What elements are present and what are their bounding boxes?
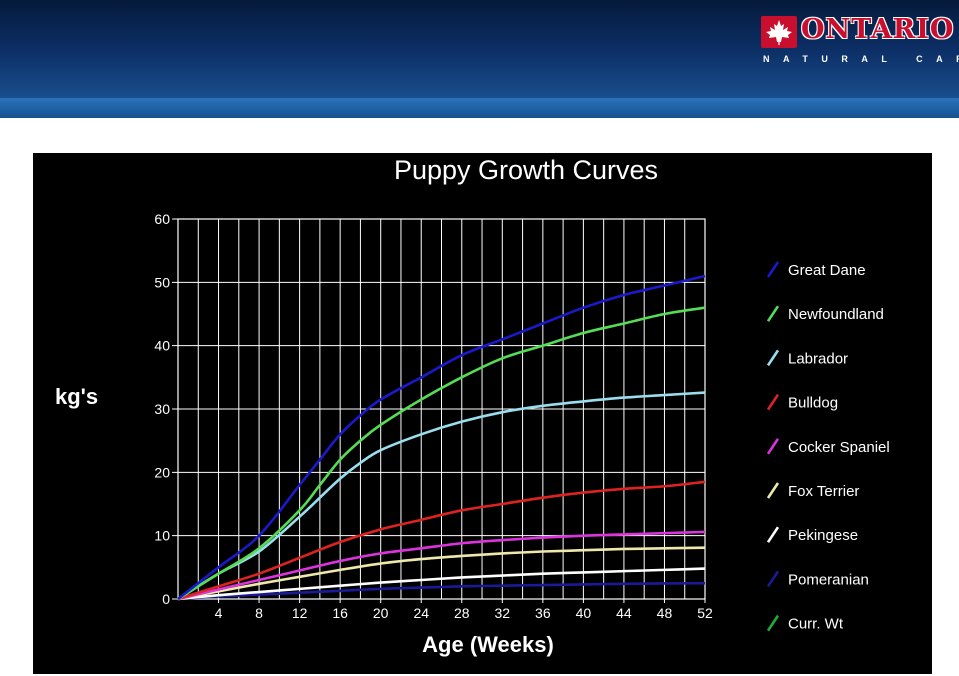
legend-label-great-dane: Great Dane — [788, 262, 866, 279]
legend-swatch-great-dane — [766, 261, 780, 278]
x-axis-label: Age (Weeks) — [422, 632, 554, 657]
series-line-newfoundland — [177, 306, 706, 601]
legend-swatch-curr-wt — [766, 614, 780, 632]
series-line-labrador — [177, 391, 706, 601]
legend-swatch-cocker-spaniel — [766, 438, 780, 455]
series-line-bulldog — [177, 480, 706, 601]
header-stripe — [0, 98, 959, 118]
x-tick-label: 20 — [373, 605, 389, 621]
y-tick-label: 60 — [154, 211, 170, 227]
x-tick-label: 48 — [657, 605, 673, 621]
chart-title: Puppy Growth Curves — [393, 155, 659, 185]
x-tick-label: 24 — [413, 605, 429, 621]
series-line-fox-terrier — [177, 546, 706, 601]
x-tick-label: 28 — [454, 605, 470, 621]
y-tick-label: 10 — [154, 528, 170, 544]
x-tick-label: 44 — [616, 605, 632, 621]
y-tick-label: 50 — [154, 274, 170, 290]
legend-swatch-fox-terrier — [766, 482, 780, 499]
series-line-pomeranian — [177, 581, 706, 601]
legend-swatch-pomeranian — [766, 570, 780, 588]
legend-label-fox-terrier: Fox Terrier — [788, 483, 859, 500]
header-banner — [0, 0, 959, 100]
legend-label-bulldog: Bulldog — [788, 395, 838, 412]
legend-label-newfoundland: Newfoundland — [788, 306, 884, 323]
y-tick-label: 0 — [162, 591, 170, 607]
x-tick-label: 4 — [215, 605, 223, 621]
x-tick-label: 40 — [576, 605, 592, 621]
x-tick-label: 8 — [255, 605, 263, 621]
legend-swatch-pekingese — [766, 526, 780, 543]
legend-label-labrador: Labrador — [788, 350, 848, 367]
y-tick-label: 30 — [154, 401, 170, 417]
x-tick-label: 12 — [292, 605, 308, 621]
maple-leaf-icon — [766, 20, 792, 45]
x-tick-label: 36 — [535, 605, 551, 621]
brand-logo[interactable]: ONTARIO NATURAL CARE — [761, 14, 959, 68]
legend-swatch-labrador — [766, 349, 780, 367]
legend-label-pomeranian: Pomeranian — [788, 571, 869, 588]
chart-panel: Puppy Growth Curves kg's Age (Weeks) 0 10… — [33, 153, 932, 674]
y-axis-label: kg's — [55, 384, 99, 409]
x-tick-label: 32 — [495, 605, 511, 621]
y-tick-label: 40 — [154, 338, 170, 354]
legend-label-curr-wt: Curr. Wt — [788, 616, 844, 633]
logo-badge — [761, 16, 797, 48]
x-tick-label: 52 — [697, 605, 713, 621]
legend-label-cocker-spaniel: Cocker Spaniel — [788, 439, 890, 456]
series-line-pekingese — [177, 567, 706, 601]
legend-swatch-bulldog — [766, 393, 780, 411]
brand-name: ONTARIO — [801, 14, 955, 45]
legend-swatch-newfoundland — [766, 305, 780, 322]
brand-subtitle: NATURAL CARE — [763, 54, 959, 64]
series-line-cocker-spaniel — [177, 530, 706, 601]
series-line-great-dane — [177, 274, 706, 601]
x-tick-label: 16 — [332, 605, 348, 621]
y-tick-label: 20 — [154, 464, 170, 480]
legend-label-pekingese: Pekingese — [788, 527, 858, 544]
